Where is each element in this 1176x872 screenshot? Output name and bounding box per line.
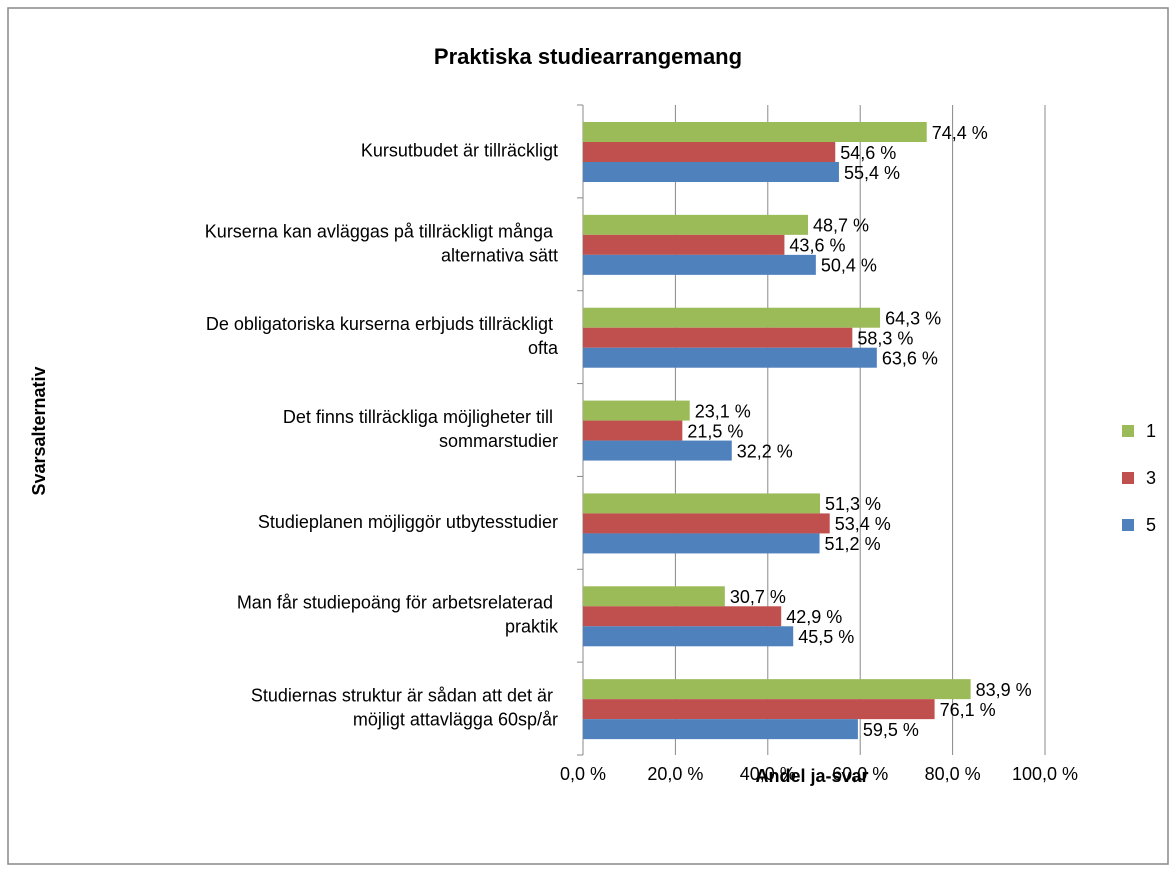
data-label: 53,4 %	[835, 514, 891, 534]
bar	[583, 162, 839, 182]
x-axis-label: Andel ja-svar	[755, 766, 868, 786]
data-label: 43,6 %	[789, 236, 845, 256]
data-label: 48,7 %	[813, 216, 869, 236]
data-label: 45,5 %	[798, 627, 854, 647]
bar	[583, 142, 836, 162]
bar	[583, 626, 794, 647]
legend-swatch	[1122, 472, 1134, 484]
data-label: 64,3 %	[885, 308, 941, 328]
y-tick-label: Det finns tillräckliga möjligheter till …	[283, 407, 558, 451]
legend-label: 1	[1146, 421, 1156, 441]
data-label: 63,6 %	[882, 348, 938, 368]
y-tick-label: Studiernas struktur är sådan att det är …	[251, 685, 558, 729]
bar	[583, 327, 853, 348]
data-label: 51,3 %	[825, 494, 881, 514]
bar	[583, 586, 725, 607]
data-label: 51,2 %	[825, 534, 881, 554]
bar	[583, 234, 785, 255]
data-label: 21,5 %	[687, 421, 743, 441]
y-tick-label: Studieplanen möjliggör utbytesstudier	[258, 512, 558, 532]
data-label: 76,1 %	[940, 700, 996, 720]
y-tick-label: Man får studiepoäng för arbetsrelaterad …	[237, 592, 559, 636]
bar	[583, 122, 927, 142]
bar	[583, 440, 732, 461]
bar	[583, 699, 935, 720]
data-label: 32,2 %	[737, 441, 793, 461]
x-tick-label: 0,0 %	[560, 764, 606, 784]
bar	[583, 606, 782, 627]
data-label: 23,1 %	[695, 401, 751, 421]
x-tick-label: 100,0 %	[1012, 764, 1078, 784]
x-tick-label: 20,0 %	[647, 764, 703, 784]
chart-title: Praktiska studiearrangemang	[434, 44, 742, 69]
data-label: 30,7 %	[730, 587, 786, 607]
data-label: 58,3 %	[857, 328, 913, 348]
bar	[583, 214, 808, 235]
x-tick-label: 80,0 %	[925, 764, 981, 784]
data-label: 59,5 %	[863, 720, 919, 740]
bar	[583, 254, 816, 275]
bar	[583, 719, 858, 740]
data-label: 54,6 %	[840, 143, 896, 163]
bar	[583, 533, 820, 554]
legend-label: 3	[1146, 468, 1156, 488]
data-label: 83,9 %	[976, 680, 1032, 700]
bar	[583, 400, 690, 421]
bar	[583, 513, 830, 534]
legend-label: 5	[1146, 515, 1156, 535]
x-tick-label: 60,0 %	[832, 764, 888, 784]
legend-swatch	[1122, 425, 1134, 437]
y-axis-label: Svarsalternativ	[29, 366, 49, 495]
bar	[583, 679, 971, 700]
data-label: 74,4 %	[932, 123, 988, 143]
x-tick-label: 40,0 %	[740, 764, 796, 784]
data-label: 50,4 %	[821, 256, 877, 276]
legend-swatch	[1122, 519, 1134, 531]
bar	[583, 420, 683, 441]
bar	[583, 347, 877, 368]
bar	[583, 307, 881, 328]
bar	[583, 493, 821, 514]
data-label: 42,9 %	[786, 607, 842, 627]
y-tick-label: De obligatoriska kurserna erbjuds tillrä…	[206, 314, 559, 358]
data-label: 55,4 %	[844, 163, 900, 183]
y-tick-label: Kursutbudet är tillräckligt	[361, 140, 558, 160]
y-tick-label: Kurserna kan avläggas på tillräckligt må…	[205, 221, 558, 265]
